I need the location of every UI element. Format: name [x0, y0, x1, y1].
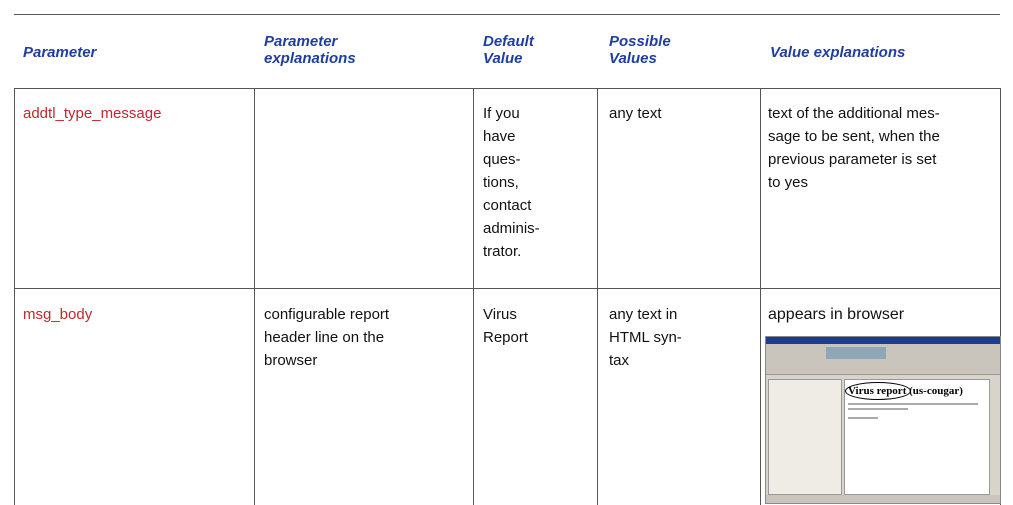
- cell: Virus Report: [483, 306, 529, 346]
- header-cell: Parameter: [23, 44, 97, 61]
- cell: any text: [609, 105, 662, 122]
- cell: appears in browser: [768, 306, 905, 323]
- cell: If you have ques- tions, contact adminis…: [483, 105, 540, 260]
- header-cell: Parameter explanations: [264, 33, 356, 67]
- search-pane: [768, 379, 842, 495]
- rule: [14, 88, 1000, 89]
- cell: msg_body: [23, 306, 93, 323]
- rule: [1000, 88, 1001, 505]
- rule: [597, 88, 598, 505]
- cell: addtl_type_message: [23, 105, 162, 122]
- header-cell: Possible Values: [609, 33, 671, 67]
- text-line: [848, 417, 878, 419]
- text-line: [848, 408, 908, 410]
- toolbar-graphic: [826, 347, 886, 359]
- rule: [760, 88, 761, 505]
- title-bar: [766, 337, 1000, 344]
- cell: any text in HTML syn- tax: [609, 306, 682, 369]
- cell: text of the additional mes- sage to be s…: [768, 105, 940, 191]
- rule: [14, 288, 1000, 289]
- rule: [473, 88, 474, 505]
- rule: [14, 14, 1000, 15]
- browser-screenshot: Virus report (us-cougar): [765, 336, 1001, 504]
- header-cell: Default Value: [483, 33, 534, 67]
- rule: [254, 88, 255, 505]
- highlight-ellipse: [845, 382, 911, 400]
- header-cell: Value explanations: [770, 44, 906, 61]
- status-bar: [766, 495, 1000, 503]
- cell: configurable report header line on the b…: [264, 306, 390, 369]
- text-line: [848, 403, 978, 405]
- rule: [14, 88, 15, 505]
